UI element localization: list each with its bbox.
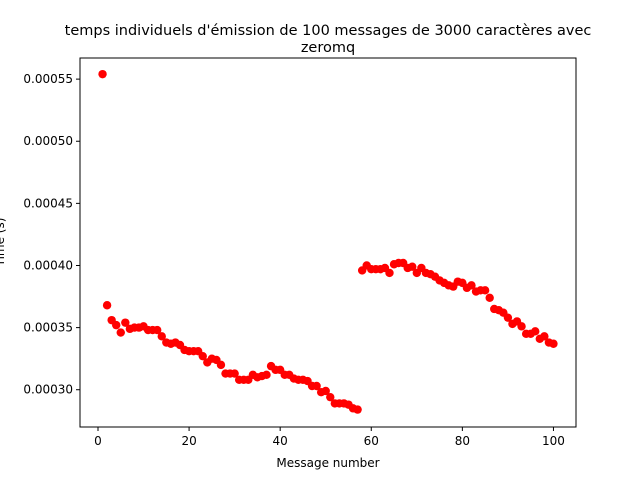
data-point xyxy=(121,318,130,327)
y-axis-label: Time (s) xyxy=(0,218,7,268)
x-tick-label: 80 xyxy=(455,434,470,448)
data-point xyxy=(480,286,490,295)
plot-frame xyxy=(79,57,577,428)
x-tick-label: 40 xyxy=(273,434,288,448)
data-point xyxy=(198,351,207,361)
x-tick-label: 0 xyxy=(94,434,102,448)
y-tick-label: 0.00050 xyxy=(23,134,73,148)
data-point xyxy=(230,369,239,378)
x-tick-label: 100 xyxy=(542,434,565,448)
x-axis-label: Message number xyxy=(276,456,379,470)
x-tick-label: 20 xyxy=(181,434,196,448)
data-point xyxy=(326,392,335,402)
data-point xyxy=(112,320,121,330)
data-point xyxy=(321,386,330,396)
chart-title-line1: temps individuels d'émission de 100 mess… xyxy=(65,23,592,39)
x-axis-ticks: 0 20 40 60 80 100 xyxy=(94,427,565,448)
chart-title-line2: zeromq xyxy=(301,40,355,56)
data-point xyxy=(540,332,549,341)
data-point xyxy=(153,325,162,335)
y-axis-ticks: 0.00030 0.00035 0.00040 0.00045 0.00050 0.000… xyxy=(23,72,80,397)
data-point xyxy=(312,381,321,391)
data-point xyxy=(216,360,226,370)
data-point xyxy=(157,332,166,341)
y-tick-label: 0.00040 xyxy=(23,258,73,272)
data-point xyxy=(485,293,494,302)
y-tick-label: 0.00035 xyxy=(23,321,73,335)
data-point xyxy=(467,281,476,290)
data-point xyxy=(116,328,125,337)
data-point xyxy=(385,268,394,278)
data-point xyxy=(98,69,107,79)
data-point xyxy=(517,322,526,331)
data-point xyxy=(531,327,540,336)
data-point xyxy=(353,405,362,414)
data-point xyxy=(408,262,417,271)
y-tick-label: 0.00055 xyxy=(23,72,73,86)
data-point xyxy=(102,301,112,310)
data-point xyxy=(262,370,271,380)
y-tick-label: 0.00030 xyxy=(23,383,73,397)
y-tick-label: 0.00045 xyxy=(23,196,73,210)
data-point xyxy=(549,339,558,348)
x-tick-label: 60 xyxy=(364,434,379,448)
data-point xyxy=(503,313,513,322)
data-points xyxy=(98,69,558,414)
